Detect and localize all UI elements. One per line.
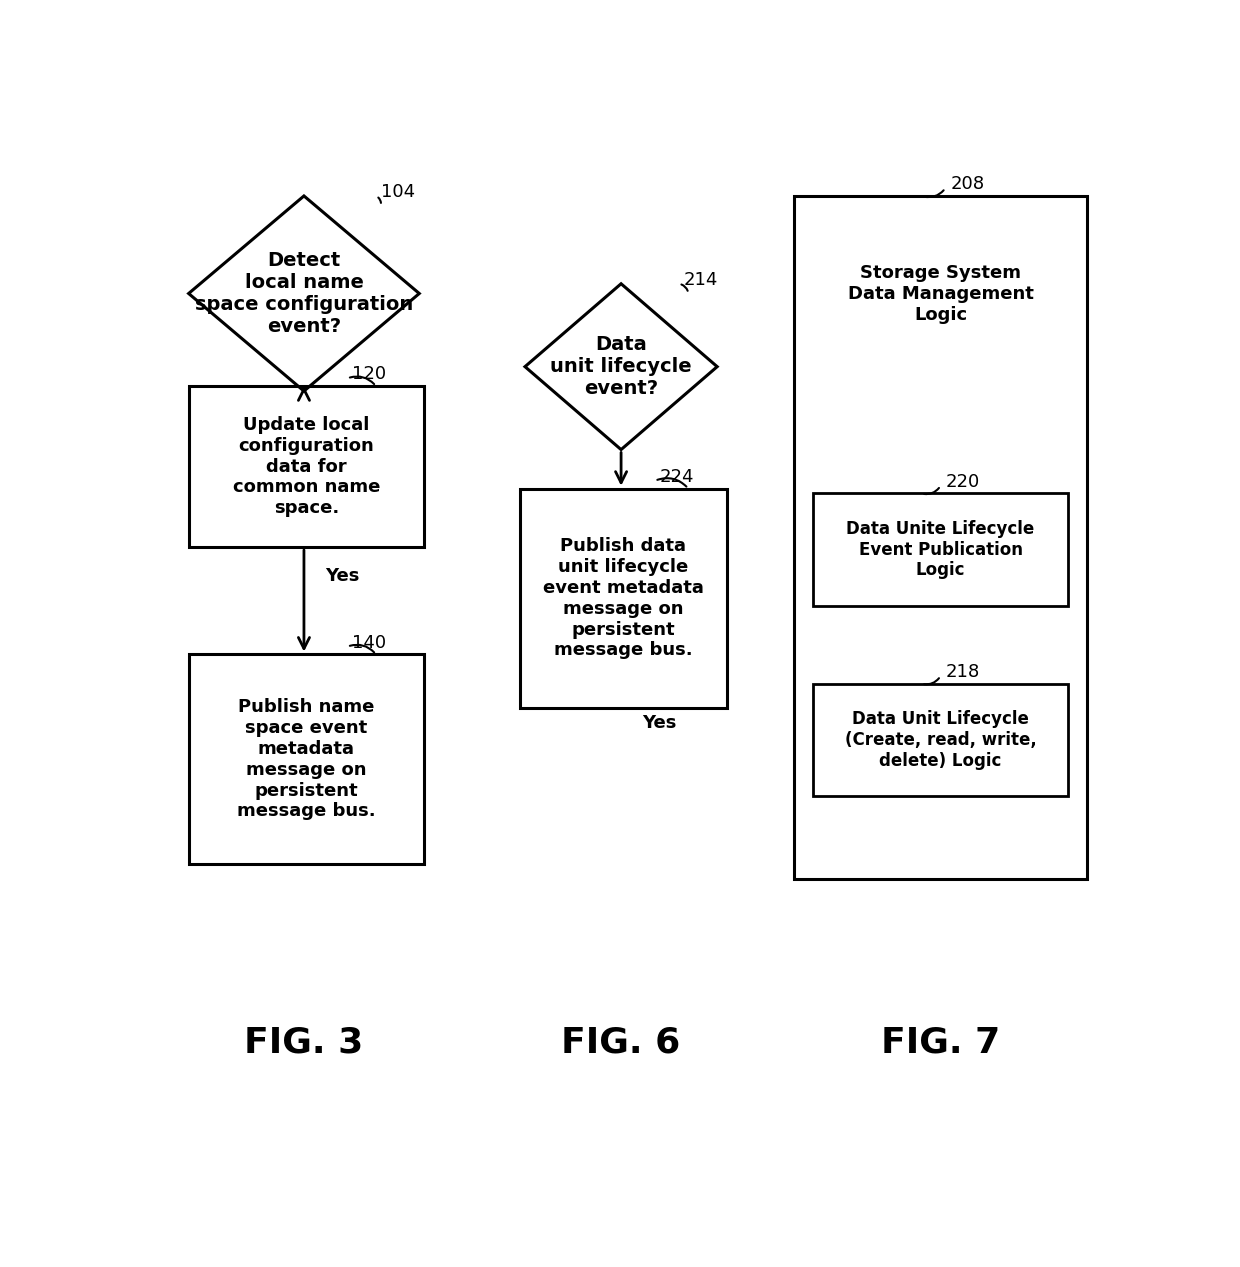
Bar — [188, 386, 424, 547]
Text: FIG. 6: FIG. 6 — [562, 1025, 681, 1059]
Text: 120: 120 — [352, 365, 386, 383]
Text: Yes: Yes — [325, 568, 360, 585]
Text: 208: 208 — [950, 175, 985, 193]
Text: Update local
configuration
data for
common name
space.: Update local configuration data for comm… — [233, 416, 379, 517]
Text: Publish name
space event
metadata
message on
persistent
message bus.: Publish name space event metadata messag… — [237, 698, 376, 820]
Bar — [813, 493, 1068, 606]
Text: 220: 220 — [945, 473, 980, 490]
Text: FIG. 3: FIG. 3 — [244, 1025, 363, 1059]
Text: Data Unit Lifecycle
(Create, read, write,
delete) Logic: Data Unit Lifecycle (Create, read, write… — [844, 710, 1037, 769]
Text: Yes: Yes — [642, 713, 677, 732]
Bar — [188, 655, 424, 864]
Text: Data
unit lifecycle
event?: Data unit lifecycle event? — [551, 336, 692, 398]
Text: Detect
local name
space configuration
event?: Detect local name space configuration ev… — [195, 251, 413, 336]
Text: 104: 104 — [381, 182, 415, 201]
Text: 218: 218 — [945, 663, 980, 680]
Bar — [521, 489, 727, 708]
Bar — [813, 684, 1068, 796]
Text: Storage System
Data Management
Logic: Storage System Data Management Logic — [848, 265, 1034, 324]
Text: 214: 214 — [683, 271, 718, 289]
Text: 224: 224 — [660, 468, 694, 485]
Bar — [794, 196, 1087, 879]
Text: Publish data
unit lifecycle
event metadata
message on
persistent
message bus.: Publish data unit lifecycle event metada… — [543, 537, 704, 659]
Text: Data Unite Lifecycle
Event Publication
Logic: Data Unite Lifecycle Event Publication L… — [847, 519, 1034, 579]
Text: 140: 140 — [352, 634, 386, 651]
Text: FIG. 7: FIG. 7 — [880, 1025, 999, 1059]
